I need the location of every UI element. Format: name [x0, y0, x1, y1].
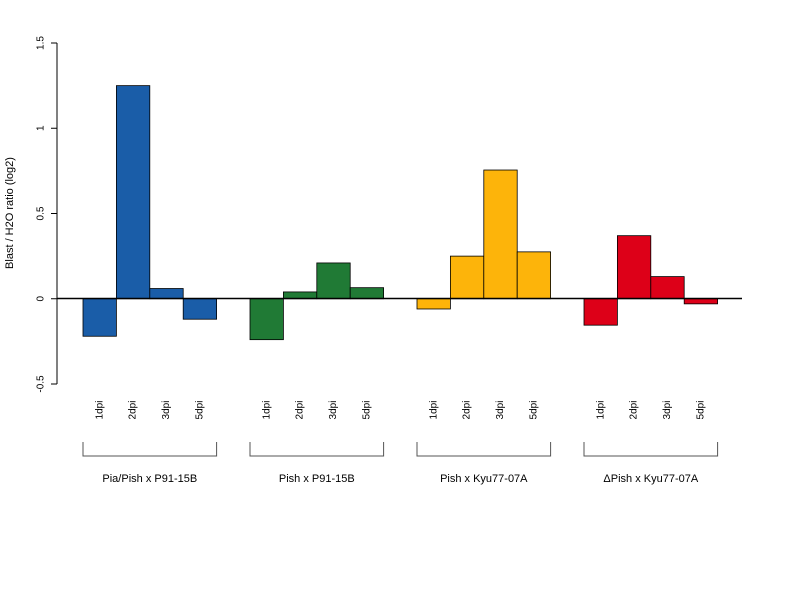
bar	[516, 251, 552, 300]
group-bracket	[249, 442, 385, 457]
category-label: 1dpi	[428, 401, 439, 420]
bar	[149, 288, 184, 300]
group-bracket	[416, 442, 552, 457]
bar	[483, 169, 518, 300]
group-label: ΔPish x Kyu77-07A	[603, 473, 698, 485]
bars	[82, 85, 719, 341]
category-label: 5dpi	[529, 401, 540, 420]
category-label: 3dpi	[495, 401, 506, 420]
category-label: 3dpi	[328, 401, 339, 420]
y-tick-label: -0.5	[36, 375, 47, 393]
bar	[617, 235, 652, 300]
group-label: Pish x Kyu77-07A	[440, 473, 528, 485]
y-axis-label: Blast / H2O ratio (log2)	[4, 157, 16, 269]
category-label: 3dpi	[161, 401, 172, 420]
category-label: 5dpi	[362, 401, 373, 420]
bar	[683, 298, 719, 305]
category-label: 1dpi	[94, 401, 105, 420]
category-label: 5dpi	[696, 401, 707, 420]
y-tick-label: 0.5	[36, 206, 47, 220]
group-bracket	[583, 442, 719, 457]
bar	[416, 298, 451, 310]
bar	[449, 255, 485, 300]
y-tick-label: 0	[36, 296, 47, 302]
group-brackets: Pia/Pish x P91-15B Pish x P91-15B Pish x K…	[82, 442, 719, 485]
bar	[249, 298, 284, 341]
y-ticks: -0.5 0 0.5 1 1.5	[36, 36, 57, 393]
bar	[583, 298, 618, 326]
y-axis: -0.5 0 0.5 1 1.5	[36, 36, 58, 393]
bar	[316, 262, 351, 300]
y-tick-label: 1.5	[36, 36, 47, 50]
category-label: 2dpi	[128, 401, 139, 420]
group-bracket	[82, 442, 218, 457]
group-label: Pish x P91-15B	[279, 473, 355, 485]
y-tick-label: 1	[36, 125, 47, 131]
bar	[82, 298, 117, 337]
category-label: 1dpi	[261, 401, 272, 420]
bar	[650, 276, 685, 300]
category-labels: 1dpi 2dpi 3dpi 5dpi 1dpi 2dpi 3dpi 5dpi 1dpi 2dpi…	[94, 401, 706, 420]
bar	[182, 298, 217, 320]
bar	[282, 291, 318, 300]
bar	[116, 85, 151, 300]
bar	[349, 287, 385, 300]
category-label: 2dpi	[462, 401, 473, 420]
category-label: 2dpi	[295, 401, 306, 420]
category-label: 3dpi	[662, 401, 673, 420]
category-label: 1dpi	[595, 401, 606, 420]
group-label: Pia/Pish x P91-15B	[102, 473, 197, 485]
category-label: 5dpi	[195, 401, 206, 420]
category-label: 2dpi	[629, 401, 640, 420]
